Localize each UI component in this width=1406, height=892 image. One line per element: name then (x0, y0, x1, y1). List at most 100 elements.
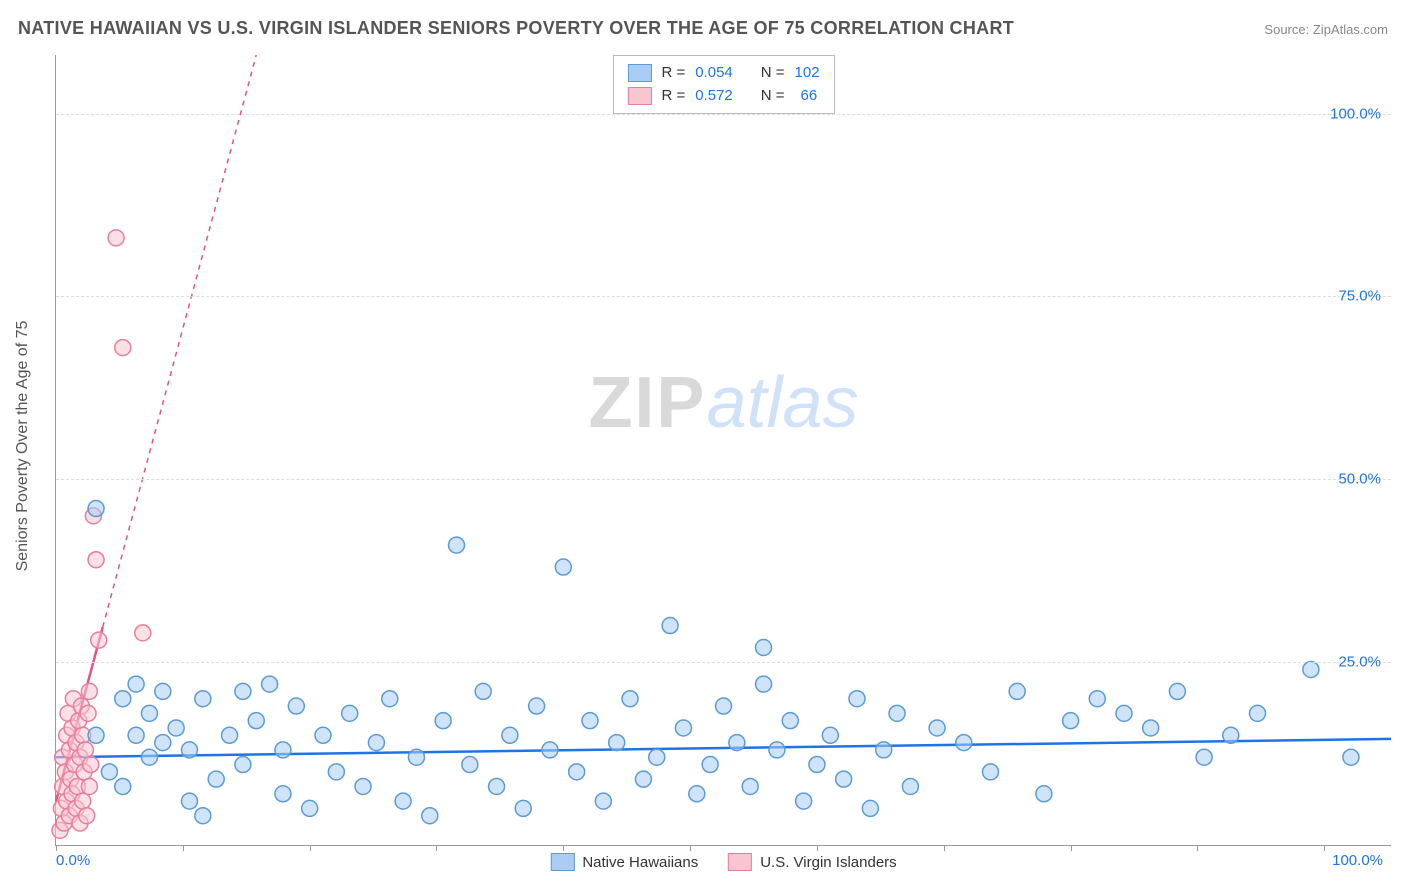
data-point (1143, 720, 1159, 736)
legend-stats-row: R = 0.054 N = 102 (627, 62, 819, 85)
chart-container: NATIVE HAWAIIAN VS U.S. VIRGIN ISLANDER … (0, 0, 1406, 892)
data-point (822, 727, 838, 743)
x-axis-tick-mark (690, 845, 691, 851)
data-point (141, 749, 157, 765)
data-point (1250, 705, 1266, 721)
legend-n-value: 66 (795, 85, 818, 108)
data-point (275, 786, 291, 802)
data-point (836, 771, 852, 787)
data-point (342, 705, 358, 721)
data-point (729, 735, 745, 751)
data-point (141, 705, 157, 721)
data-point (609, 735, 625, 751)
data-point (849, 691, 865, 707)
x-axis-tick-label: 100.0% (1332, 852, 1383, 869)
source-label: Source: (1264, 22, 1309, 37)
grid-line (56, 662, 1391, 663)
data-point (449, 537, 465, 553)
data-point (889, 705, 905, 721)
legend-stats: R = 0.054 N = 102 R = 0.572 N = 66 (612, 55, 834, 114)
data-point (302, 800, 318, 816)
data-point (862, 800, 878, 816)
data-point (262, 676, 278, 692)
data-point (355, 778, 371, 794)
legend-r-label: R = (661, 62, 685, 85)
x-axis-tick-mark (944, 845, 945, 851)
data-point (115, 340, 131, 356)
x-axis-tick-mark (563, 845, 564, 851)
data-point (155, 683, 171, 699)
data-point (809, 757, 825, 773)
x-axis-tick-mark (436, 845, 437, 851)
data-point (756, 640, 772, 656)
data-point (88, 727, 104, 743)
data-point (408, 749, 424, 765)
data-point (235, 683, 251, 699)
y-axis-tick-label: 100.0% (1330, 105, 1381, 122)
data-point (796, 793, 812, 809)
data-point (622, 691, 638, 707)
data-point (742, 778, 758, 794)
data-point (235, 757, 251, 773)
legend-r-value: 0.572 (695, 85, 733, 108)
data-point (128, 676, 144, 692)
grid-line (56, 296, 1391, 297)
data-point (88, 501, 104, 517)
data-point (182, 793, 198, 809)
data-point (1089, 691, 1105, 707)
data-point (595, 793, 611, 809)
y-axis-label: Seniors Poverty Over the Age of 75 (14, 321, 32, 572)
legend-series-label: Native Hawaiians (582, 854, 698, 871)
data-point (1223, 727, 1239, 743)
data-point (81, 778, 97, 794)
x-axis-tick-mark (1197, 845, 1198, 851)
data-point (1169, 683, 1185, 699)
legend-series-item: Native Hawaiians (550, 853, 698, 871)
data-point (1036, 786, 1052, 802)
x-axis-tick-mark (1071, 845, 1072, 851)
data-point (101, 764, 117, 780)
y-axis-tick-label: 25.0% (1338, 654, 1381, 671)
data-point (555, 559, 571, 575)
legend-swatch (627, 64, 651, 82)
plot-svg (56, 55, 1391, 845)
data-point (876, 742, 892, 758)
data-point (635, 771, 651, 787)
source-attribution: Source: ZipAtlas.com (1264, 22, 1388, 37)
data-point (155, 735, 171, 751)
data-point (675, 720, 691, 736)
data-point (662, 618, 678, 634)
data-point (135, 625, 151, 641)
data-point (983, 764, 999, 780)
y-axis-label-wrap: Seniors Poverty Over the Age of 75 (0, 0, 45, 892)
data-point (77, 742, 93, 758)
legend-series-label: U.S. Virgin Islanders (760, 854, 896, 871)
legend-swatch (627, 87, 651, 105)
data-point (195, 808, 211, 824)
chart-title: NATIVE HAWAIIAN VS U.S. VIRGIN ISLANDER … (18, 18, 1014, 39)
legend-r-value: 0.054 (695, 62, 733, 85)
data-point (83, 757, 99, 773)
data-point (542, 742, 558, 758)
data-point (108, 230, 124, 246)
data-point (195, 691, 211, 707)
data-point (782, 713, 798, 729)
legend-swatch (550, 853, 574, 871)
data-point (248, 713, 264, 729)
data-point (1063, 713, 1079, 729)
data-point (115, 691, 131, 707)
data-point (115, 778, 131, 794)
data-point (689, 786, 705, 802)
data-point (1009, 683, 1025, 699)
data-point (569, 764, 585, 780)
plot-area: ZIPatlas R = 0.054 N = 102 R = 0.572 N =… (55, 55, 1391, 846)
data-point (368, 735, 384, 751)
legend-n-label: N = (761, 85, 785, 108)
data-point (80, 705, 96, 721)
data-point (1196, 749, 1212, 765)
legend-swatch (728, 853, 752, 871)
x-axis-tick-mark (817, 845, 818, 851)
data-point (315, 727, 331, 743)
data-point (79, 808, 95, 824)
x-axis-tick-mark (310, 845, 311, 851)
